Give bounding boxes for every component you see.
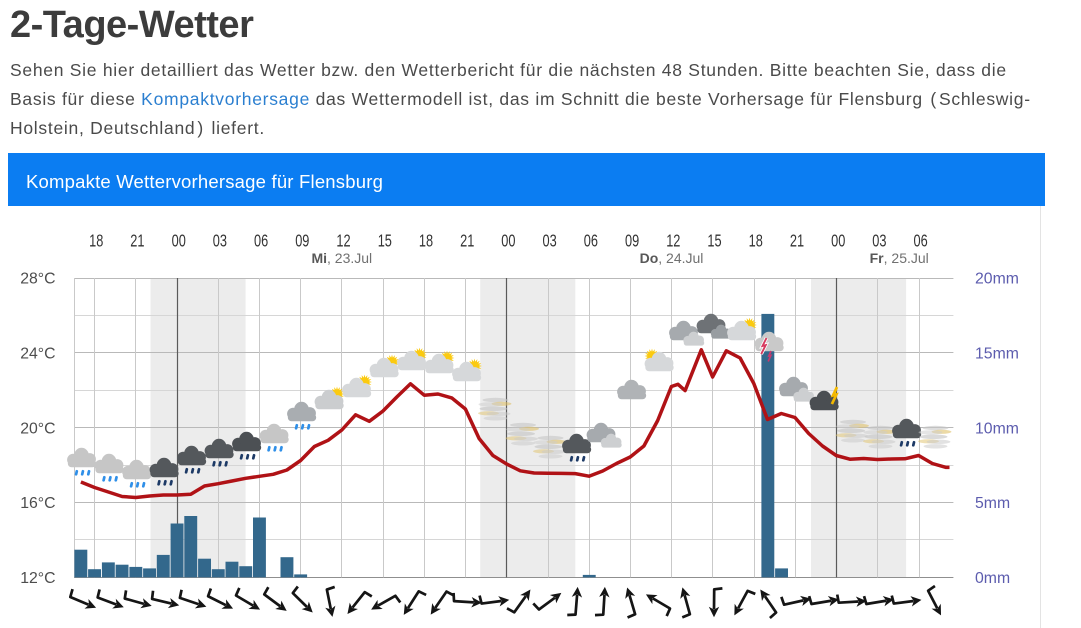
svg-text:03: 03 — [213, 231, 227, 251]
svg-text:10mm: 10mm — [975, 420, 1019, 437]
svg-text:12: 12 — [666, 231, 680, 251]
svg-text:06: 06 — [914, 231, 928, 251]
svg-text:06: 06 — [584, 231, 598, 251]
svg-text:16°C: 16°C — [20, 495, 55, 512]
svg-text:Do, 24.Jul: Do, 24.Jul — [640, 250, 704, 266]
svg-text:03: 03 — [872, 231, 886, 251]
svg-text:15: 15 — [378, 231, 392, 251]
svg-text:18: 18 — [419, 231, 433, 251]
svg-text:09: 09 — [625, 231, 639, 251]
svg-text:12: 12 — [336, 231, 350, 251]
svg-text:5mm: 5mm — [975, 495, 1010, 512]
svg-text:28°C: 28°C — [20, 271, 55, 288]
svg-text:Fr, 25.Jul: Fr, 25.Jul — [870, 250, 929, 266]
svg-text:15mm: 15mm — [975, 346, 1019, 363]
svg-text:21: 21 — [460, 231, 474, 251]
svg-text:21: 21 — [130, 231, 144, 251]
svg-text:03: 03 — [543, 231, 557, 251]
svg-text:18: 18 — [749, 231, 763, 251]
svg-text:15: 15 — [707, 231, 721, 251]
svg-text:20mm: 20mm — [975, 271, 1019, 288]
svg-text:00: 00 — [172, 231, 186, 251]
svg-text:06: 06 — [254, 231, 268, 251]
svg-text:21: 21 — [790, 231, 804, 251]
svg-text:18: 18 — [89, 231, 103, 251]
svg-text:0mm: 0mm — [975, 570, 1010, 587]
svg-text:24°C: 24°C — [20, 346, 55, 363]
svg-text:00: 00 — [501, 231, 515, 251]
svg-text:00: 00 — [831, 231, 845, 251]
svg-text:12°C: 12°C — [20, 570, 55, 587]
svg-text:20°C: 20°C — [20, 420, 55, 437]
svg-text:09: 09 — [295, 231, 309, 251]
svg-text:Mi, 23.Jul: Mi, 23.Jul — [311, 250, 372, 266]
